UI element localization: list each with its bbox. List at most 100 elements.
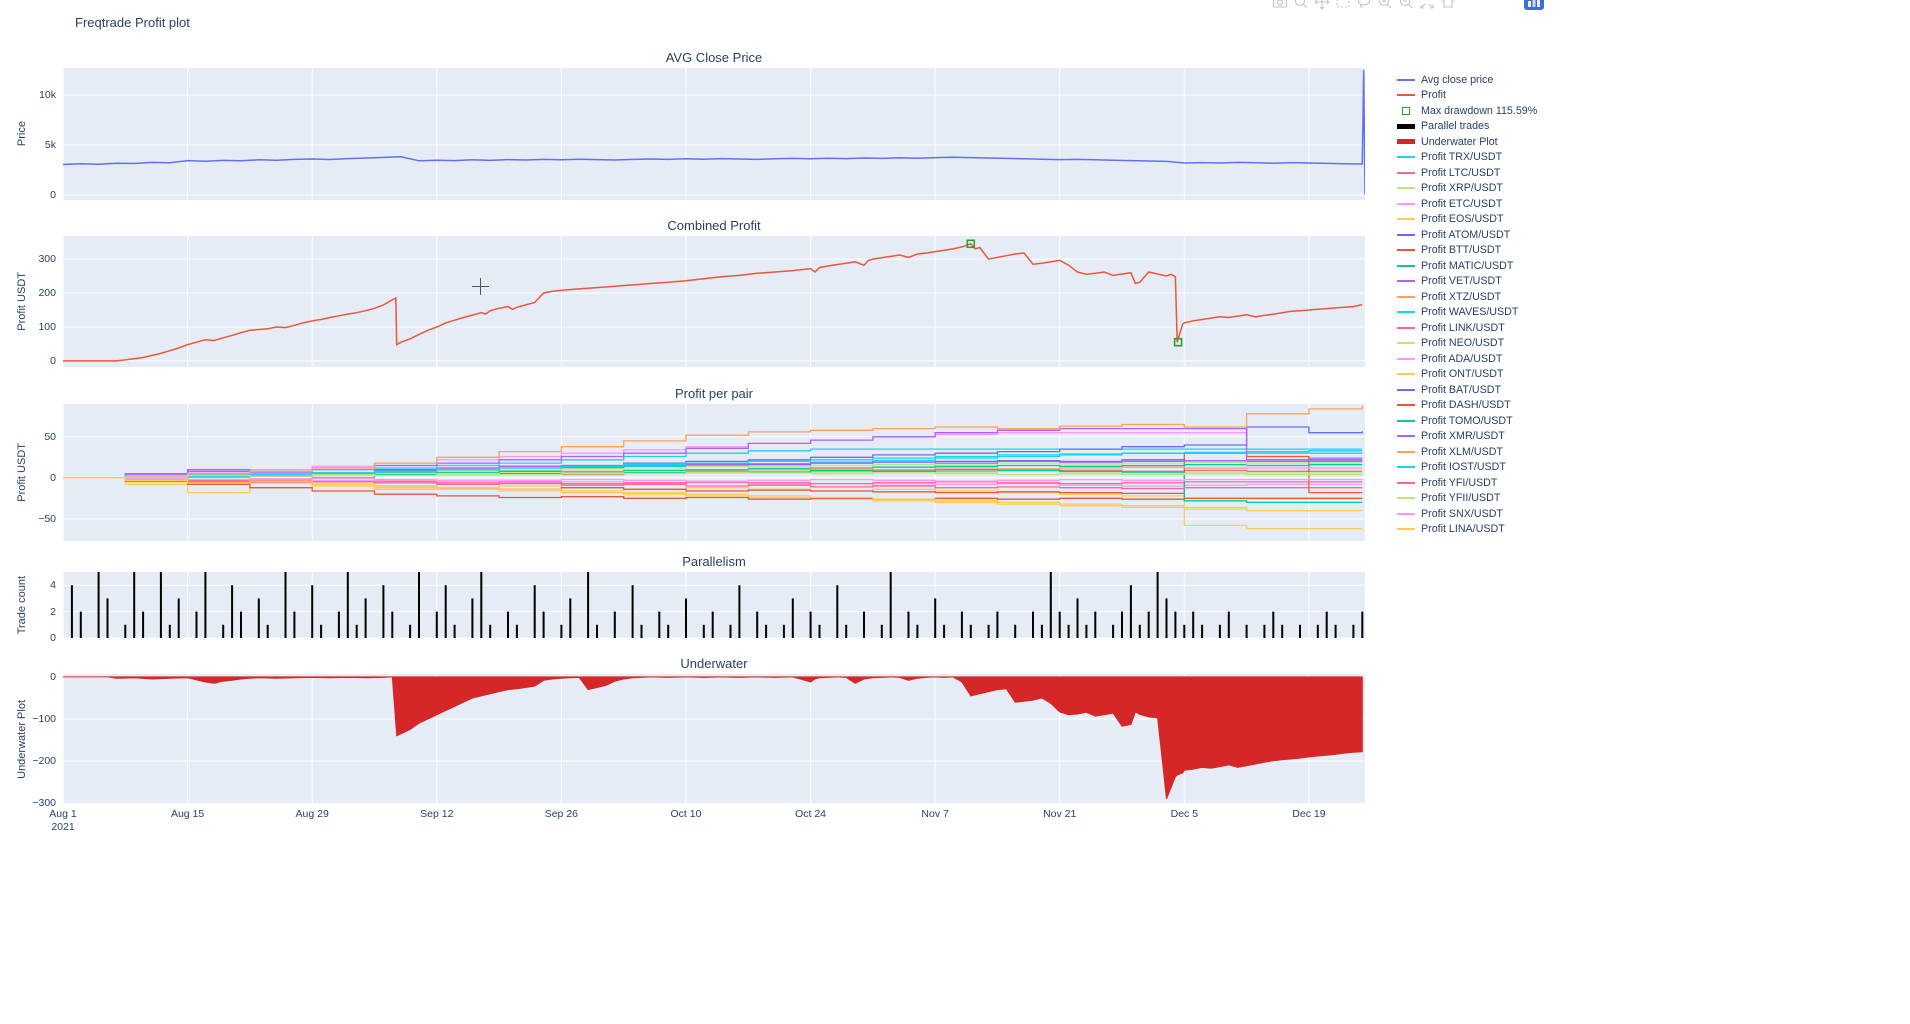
legend-item-profit-xmr-usdt[interactable]: Profit XMR/USDT [1395,429,1537,445]
legend-item-profit-tomo-usdt[interactable]: Profit TOMO/USDT [1395,413,1537,429]
trade-count-bar [987,624,990,638]
trade-count-bar [177,598,180,638]
legend-swatch-icon [1395,373,1417,376]
trade-count-bar [1174,611,1177,638]
legend-item-profit-ada-usdt[interactable]: Profit ADA/USDT [1395,351,1537,367]
legend-item-profit-waves-usdt[interactable]: Profit WAVES/USDT [1395,305,1537,321]
legend-swatch-icon [1395,435,1417,438]
legend-item-profit-trx-usdt[interactable]: Profit TRX/USDT [1395,150,1537,166]
underwater-area [63,676,1363,800]
trade-count-bar [364,598,367,638]
zoom-in-icon [1378,0,1392,9]
trade-count-bar [1352,624,1355,638]
legend-item-profit-matic-usdt[interactable]: Profit MATIC/USDT [1395,258,1537,274]
plot-area[interactable] [63,68,1365,200]
legend-swatch-icon [1395,450,1417,453]
trade-count-bar [480,572,483,638]
trade-count-bar [1192,611,1195,638]
legend-item-profit-yfi-usdt[interactable]: Profit YFI/USDT [1395,475,1537,491]
trade-count-bar [444,585,447,638]
legend-item-profit-bat-usdt[interactable]: Profit BAT/USDT [1395,382,1537,398]
legend-item-profit-ltc-usdt[interactable]: Profit LTC/USDT [1395,165,1537,181]
plot-area[interactable] [63,572,1365,638]
trade-count-bar [1067,624,1070,638]
subplot-title: Combined Profit [667,218,761,233]
legend-item-underwater-plot[interactable]: Underwater Plot [1395,134,1537,150]
autoscale-button[interactable] [1419,0,1435,11]
legend-label: Profit VET/USDT [1421,275,1502,288]
legend-item-profit-xrp-usdt[interactable]: Profit XRP/USDT [1395,181,1537,197]
legend-label: Profit NEO/USDT [1421,337,1505,350]
trade-count-bar [1281,624,1284,638]
trade-count-bar [667,624,670,638]
y-tick-label: 50 [44,430,56,443]
legend-label: Parallel trades [1421,120,1490,133]
trade-count-bar [231,585,234,638]
plotly-logo[interactable] [1524,0,1546,11]
legend-swatch-icon [1395,280,1417,283]
legend-swatch-icon [1395,156,1417,159]
y-tick-label: 2 [50,605,56,618]
legend-item-profit-link-usdt[interactable]: Profit LINK/USDT [1395,320,1537,336]
legend-label: Profit ADA/USDT [1421,352,1503,365]
trade-count-bar [1183,624,1186,638]
legend-item-profit-dash-usdt[interactable]: Profit DASH/USDT [1395,398,1537,414]
legend-item-profit-xtz-usdt[interactable]: Profit XTZ/USDT [1395,289,1537,305]
lasso-button[interactable] [1356,0,1372,11]
plot-area[interactable] [63,236,1365,367]
legend-item-profit-xlm-usdt[interactable]: Profit XLM/USDT [1395,444,1537,460]
legend-item-profit-iost-usdt[interactable]: Profit IOST/USDT [1395,460,1537,476]
trace-profit-lina-usdt [63,477,1363,512]
legend-label: Underwater Plot [1421,135,1498,148]
trade-count-bar [1227,611,1230,638]
legend-swatch-icon [1395,388,1417,391]
legend-item-profit-etc-usdt[interactable]: Profit ETC/USDT [1395,196,1537,212]
trade-count-bar [863,611,865,638]
trade-count-bar [560,624,563,638]
legend-item-parallel-trades[interactable]: Parallel trades [1395,119,1537,135]
camera-icon [1272,0,1288,8]
trade-count-bar [640,624,643,638]
reset-axes-button[interactable] [1440,0,1456,11]
legend-item-profit-eos-usdt[interactable]: Profit EOS/USDT [1395,212,1537,228]
trade-count-bar [996,611,999,638]
legend-item-profit-ont-usdt[interactable]: Profit ONT/USDT [1395,367,1537,383]
trade-count-bar [969,624,972,638]
trade-count-bar [507,611,509,638]
legend-item-profit-atom-usdt[interactable]: Profit ATOM/USDT [1395,227,1537,243]
camera-button[interactable] [1272,0,1288,11]
legend-item-profit-lina-usdt[interactable]: Profit LINA/USDT [1395,522,1537,538]
legend-label: Profit XMR/USDT [1421,430,1505,443]
legend-item-profit-snx-usdt[interactable]: Profit SNX/USDT [1395,506,1537,522]
legend-label: Profit EOS/USDT [1421,213,1504,226]
pan-button[interactable] [1314,0,1330,11]
legend-item-profit[interactable]: Profit [1395,88,1537,104]
legend-swatch-icon [1395,171,1417,174]
plotly-logo-icon [1524,0,1544,10]
legend-swatch-icon [1395,187,1417,190]
trade-count-bar [435,611,438,638]
trade-count-bar [756,611,759,638]
legend-item-profit-neo-usdt[interactable]: Profit NEO/USDT [1395,336,1537,352]
trade-count-bar [1138,624,1141,638]
box-select-button[interactable] [1335,0,1351,11]
zoom-out-button[interactable] [1398,0,1414,11]
trade-count-bar [782,624,785,638]
x-tick-label: Sep 26 [544,808,578,820]
legend-item-avg-close-price[interactable]: Avg close price [1395,72,1537,88]
trade-count-bar [418,572,420,638]
y-tick-label: 0 [50,471,56,484]
plot-area[interactable] [63,674,1365,804]
y-axis-ticks: 0 100 200 300 [10,236,56,367]
zoom-button[interactable] [1293,0,1309,11]
trade-count-bar [133,572,136,638]
trade-count-bar [106,598,109,638]
legend-label: Profit IOST/USDT [1421,461,1506,474]
legend-item-profit-btt-usdt[interactable]: Profit BTT/USDT [1395,243,1537,259]
legend-item-profit-vet-usdt[interactable]: Profit VET/USDT [1395,274,1537,290]
zoom-in-button[interactable] [1377,0,1393,11]
legend-item-profit-yfii-usdt[interactable]: Profit YFII/USDT [1395,491,1537,507]
plot-area[interactable] [63,404,1365,541]
legend-item-max-drawdown-115-59-[interactable]: Max drawdown 115.59% [1395,103,1537,119]
trade-count-bar [596,624,598,638]
